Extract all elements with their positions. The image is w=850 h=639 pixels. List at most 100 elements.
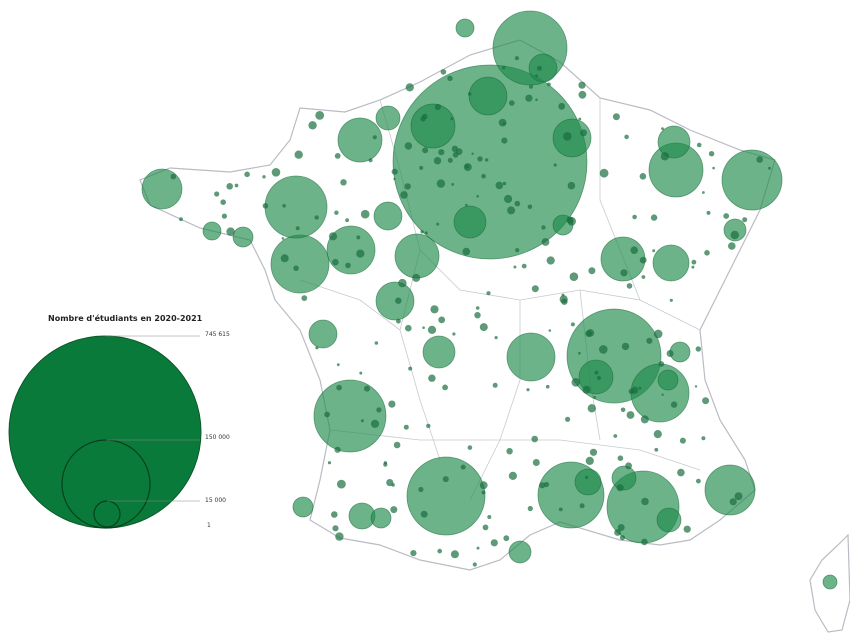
town-dot — [582, 385, 591, 394]
town-dot — [420, 510, 428, 518]
town-dot — [400, 191, 408, 199]
town-dot — [728, 242, 736, 250]
town-dot — [388, 400, 396, 408]
town-dot — [553, 163, 557, 167]
town-dot — [525, 94, 533, 102]
town-dot — [451, 145, 459, 152]
town-dot — [386, 479, 394, 487]
town-dot — [467, 92, 472, 96]
town-dot — [670, 401, 678, 408]
town-dot — [486, 291, 491, 296]
town-dot — [471, 152, 474, 155]
town-dot — [481, 173, 486, 179]
town-dot — [625, 462, 632, 470]
bubble-besancon — [652, 244, 690, 282]
bubble-perpignan — [508, 540, 532, 564]
town-dot — [398, 278, 407, 288]
town-dot — [641, 497, 649, 506]
legend-value-min: 1 — [207, 522, 211, 529]
legend-value-15000: 15 000 — [205, 497, 226, 504]
town-dot — [334, 210, 339, 215]
town-dot — [571, 378, 581, 387]
town-dot — [639, 256, 647, 264]
town-dot — [706, 210, 711, 215]
bubble-larochelle — [308, 319, 338, 349]
town-dot — [641, 538, 648, 546]
town-dot — [594, 370, 599, 375]
town-dot — [271, 168, 281, 177]
town-dot — [328, 232, 338, 241]
town-dot — [691, 265, 695, 269]
town-dot — [301, 295, 308, 301]
town-dot — [405, 83, 414, 92]
bubble-reims — [552, 118, 592, 158]
town-dot — [280, 254, 289, 263]
town-dot — [514, 56, 520, 61]
town-dot — [170, 173, 177, 180]
town-dot — [452, 332, 456, 336]
town-dot — [474, 312, 481, 319]
bubble-mulhouse — [723, 218, 747, 242]
town-dot — [337, 479, 346, 489]
town-dot — [653, 430, 662, 439]
town-dot — [340, 179, 347, 186]
town-dot — [541, 225, 546, 230]
town-dot — [632, 214, 637, 220]
town-dot — [558, 102, 566, 110]
town-dot — [331, 511, 338, 518]
town-dot — [440, 69, 447, 75]
town-dot — [585, 475, 589, 479]
town-dot — [639, 173, 647, 180]
town-dot — [179, 217, 183, 222]
town-dot — [465, 203, 468, 207]
town-dot — [370, 419, 380, 428]
town-dot — [640, 415, 649, 424]
bubble-brest — [141, 168, 183, 210]
town-dot — [460, 464, 466, 470]
town-dot — [683, 525, 691, 533]
bubble-cherbourg — [375, 105, 401, 131]
legend-value-max: 745 615 — [205, 331, 230, 338]
town-dot — [487, 515, 492, 519]
town-dot — [588, 267, 596, 275]
town-dot — [506, 448, 513, 455]
town-dot — [708, 151, 715, 157]
town-dot — [541, 238, 550, 246]
town-dot — [334, 446, 341, 453]
bubble-angers — [326, 225, 376, 275]
town-dot — [532, 459, 540, 466]
town-dot — [527, 204, 533, 210]
town-dot — [567, 181, 576, 190]
bubble-leman — [373, 201, 403, 231]
town-dot — [345, 218, 349, 223]
town-dot — [490, 539, 498, 547]
town-dot — [438, 149, 445, 156]
town-dot — [393, 177, 396, 181]
town-dot — [504, 194, 513, 204]
town-dot — [433, 157, 442, 165]
town-dot — [447, 157, 453, 163]
town-dot — [428, 374, 436, 382]
town-dot — [412, 273, 421, 282]
town-dot — [567, 217, 576, 226]
town-dot — [626, 411, 635, 419]
town-dot — [513, 265, 517, 269]
town-dot — [624, 134, 629, 140]
town-dot — [335, 532, 344, 541]
town-dot — [502, 181, 507, 186]
town-dot — [626, 283, 633, 289]
town-dot — [356, 235, 361, 240]
town-dot — [281, 237, 285, 240]
bubble-bordeaux — [313, 379, 387, 453]
town-dot — [467, 445, 473, 450]
town-dot — [507, 206, 516, 215]
town-dot — [356, 249, 365, 258]
town-dot — [442, 384, 448, 391]
town-dot — [479, 481, 488, 490]
town-dot — [420, 230, 424, 234]
town-dot — [548, 329, 552, 332]
town-dot — [596, 375, 602, 380]
bubble-bayonne — [292, 496, 314, 518]
town-dot — [464, 164, 470, 169]
town-dot — [452, 151, 459, 158]
